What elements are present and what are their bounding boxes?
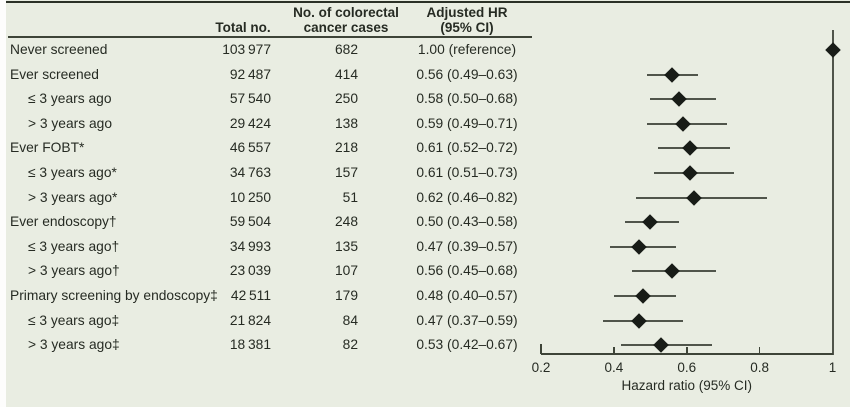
x-axis-tick-label: 0.2 [531, 360, 551, 375]
figure-top-rule [6, 0, 850, 3]
cell-total: 42 511 [230, 288, 271, 303]
hr-point-diamond [653, 337, 670, 353]
cell-cases: 138 [334, 115, 358, 131]
header-separator-rule [8, 36, 532, 38]
cell-cases: 179 [334, 288, 358, 303]
hr-point-diamond [631, 312, 648, 329]
column-header-cases-line2: cancer cases [303, 20, 389, 35]
row-label: > 3 years ago* [28, 189, 118, 205]
column-header-total: Total no. [215, 20, 271, 35]
cell-cases: 51 [342, 189, 358, 205]
cell-hr: 0.47 (0.39–0.57) [416, 238, 518, 254]
cell-total: 59 504 [229, 214, 271, 230]
row-label: > 3 years ago [28, 115, 112, 131]
cell-total: 18 381 [229, 337, 271, 353]
cell-cases: 248 [334, 214, 358, 230]
cell-total: 103 977 [222, 42, 271, 57]
cell-total: 34 763 [229, 165, 271, 180]
cell-cases: 84 [342, 312, 358, 328]
hr-point-diamond [664, 66, 680, 83]
row-label: Primary screening by endoscopy‡ [10, 288, 218, 303]
hr-point-diamond [675, 116, 691, 132]
x-axis-tick-label: 0.8 [750, 360, 770, 375]
x-axis-title: Hazard ratio (95% CI) [621, 378, 753, 393]
cell-hr: 0.61 (0.52–0.72) [416, 140, 518, 156]
cell-hr: 0.62 (0.46–0.82) [416, 189, 518, 205]
cell-hr: 0.47 (0.37–0.59) [416, 312, 518, 328]
hr-point-diamond [635, 288, 651, 304]
cell-total: 29 424 [229, 115, 271, 131]
cell-hr: 1.00 (reference) [417, 42, 517, 57]
cell-hr: 0.48 (0.40–0.57) [416, 288, 518, 303]
row-label: Ever FOBT* [10, 140, 85, 156]
row-label: Ever screened [10, 66, 99, 82]
cell-total: 92 487 [229, 66, 271, 82]
cell-total: 34 993 [229, 238, 271, 254]
x-axis-tick [758, 346, 761, 354]
row-label: ≤ 3 years ago* [28, 165, 117, 180]
cell-cases: 218 [334, 140, 358, 156]
row-label: ≤ 3 years ago [28, 91, 112, 107]
cell-cases: 250 [334, 91, 358, 107]
cell-cases: 682 [334, 42, 358, 57]
x-axis-tick-label: 0.4 [604, 360, 624, 375]
row-label: Ever endoscopy† [10, 214, 117, 230]
cell-hr: 0.53 (0.42–0.67) [416, 337, 518, 353]
reference-line [831, 30, 834, 355]
x-axis-tick-label: 1 [828, 360, 837, 375]
cell-hr: 0.56 (0.45–0.68) [416, 263, 518, 279]
hr-point-diamond [631, 239, 648, 255]
hr-point-diamond [824, 42, 841, 58]
column-header-hr-line1: Adjusted HR [426, 5, 508, 20]
x-axis-tick-label: 0.6 [677, 360, 697, 375]
x-axis-tick [686, 346, 688, 354]
row-label: ≤ 3 years ago† [28, 238, 120, 254]
row-label: > 3 years ago‡ [28, 337, 120, 353]
hr-point-diamond [682, 140, 699, 157]
cell-total: 46 557 [229, 140, 271, 156]
x-axis-tick [613, 346, 615, 354]
cell-total: 21 824 [229, 312, 271, 328]
cell-hr: 0.56 (0.49–0.63) [416, 66, 518, 82]
row-label: Never screened [10, 42, 108, 57]
page-margin [0, 0, 6, 407]
hr-point-diamond [671, 91, 688, 107]
cell-cases: 135 [334, 238, 358, 254]
cell-hr: 0.61 (0.51–0.73) [416, 165, 518, 180]
cell-hr: 0.58 (0.50–0.68) [416, 91, 518, 107]
cell-cases: 157 [334, 165, 358, 180]
x-axis-tick [540, 344, 542, 354]
cell-cases: 82 [342, 337, 358, 353]
hr-point-diamond [686, 189, 702, 206]
cell-cases: 107 [334, 263, 358, 279]
column-header-cases-line1: No. of colorectal [293, 5, 399, 20]
hr-point-diamond [642, 214, 659, 230]
row-label: ≤ 3 years ago‡ [28, 312, 120, 328]
cell-total: 23 039 [229, 263, 271, 279]
cell-total: 10 250 [229, 189, 271, 205]
cell-total: 57 540 [229, 91, 271, 107]
column-header-hr-line2: (95% CI) [440, 20, 494, 35]
hr-point-diamond [682, 165, 699, 181]
cell-hr: 0.59 (0.49–0.71) [416, 115, 518, 131]
hr-point-diamond [664, 263, 680, 280]
row-label: > 3 years ago† [28, 263, 120, 279]
cell-hr: 0.50 (0.43–0.58) [416, 214, 518, 230]
cell-cases: 414 [334, 66, 358, 82]
